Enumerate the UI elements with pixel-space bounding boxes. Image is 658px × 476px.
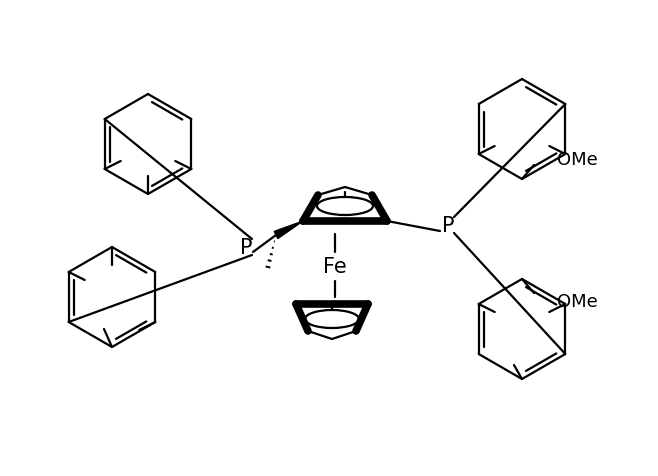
- Text: OMe: OMe: [557, 292, 597, 310]
- Text: Fe: Fe: [323, 257, 347, 277]
- Polygon shape: [274, 221, 303, 239]
- Text: P: P: [240, 238, 252, 258]
- Text: OMe: OMe: [557, 151, 597, 169]
- Text: P: P: [442, 216, 454, 236]
